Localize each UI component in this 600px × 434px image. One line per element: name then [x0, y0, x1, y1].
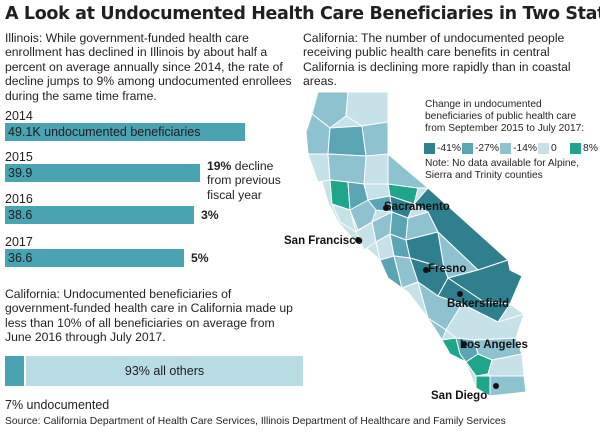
california-share-bar: 93% all others [5, 356, 303, 386]
year-label-2014: 2014 [5, 109, 33, 123]
legend-label-2: -14% [513, 143, 538, 154]
county-shape [327, 125, 367, 157]
county-shape [327, 153, 367, 185]
bar-2017: 36.6 [5, 249, 184, 267]
annotation-2015: 19% decline from previous fiscal year [207, 159, 281, 202]
legend-swatch-1 [462, 143, 473, 154]
undocumented-share-label: 7% undocumented [5, 398, 110, 412]
county-shape [427, 317, 447, 341]
year-label-2016: 2016 [5, 192, 33, 206]
san-diego-dot [493, 383, 499, 389]
map-legend-note: Note: No data available for Alpine, Sier… [425, 158, 580, 181]
city-label-sacramento: Sacramento [384, 201, 450, 213]
county-shape [361, 121, 389, 157]
others-share-segment: 93% all others [26, 356, 303, 386]
county-shape [489, 375, 527, 397]
city-label-san-francisco: San Francisco [284, 235, 363, 247]
california-county-map: Sacramento San Francisco Fresno Bakersfi… [284, 92, 528, 402]
city-markers [355, 205, 499, 389]
bakersfield-dot [457, 291, 463, 297]
legend-swatch-3 [538, 143, 549, 154]
bar-2015: 39.9 [5, 164, 200, 182]
sacramento-dot [383, 205, 389, 211]
san-francisco-dot [355, 237, 361, 243]
california-bar-intro: California: Undocumented beneficiaries o… [5, 287, 293, 345]
county-shapes [305, 92, 527, 397]
county-shape [349, 199, 377, 231]
map-legend-title: Change in undocumented beneficiaries of … [425, 99, 585, 134]
city-label-los-angeles: Los Angeles [460, 339, 528, 351]
county-shape [387, 153, 429, 189]
county-shape [311, 92, 349, 129]
illinois-intro: Illinois: While government-funded health… [5, 31, 292, 103]
year-label-2017: 2017 [5, 235, 33, 249]
legend-swatch-4 [570, 143, 581, 154]
annotation-2016: 3% [201, 208, 219, 222]
year-label-2015: 2015 [5, 150, 33, 164]
legend-label-1: -27% [475, 143, 500, 154]
county-shape [307, 153, 331, 183]
fresno-dot [423, 267, 429, 273]
los-angeles-dot [461, 341, 467, 347]
legend-swatch-2 [500, 143, 511, 154]
city-labels: Sacramento San Francisco Fresno Bakersfi… [284, 201, 528, 402]
legend-swatch-0 [424, 143, 435, 154]
city-label-fresno: Fresno [428, 263, 466, 275]
legend-label-3: 0 [551, 143, 557, 154]
bar-2014: 49.1K undocumented beneficiaries [5, 123, 245, 141]
legend-label-0: -41% [437, 143, 462, 154]
annotation-2017: 5% [191, 251, 209, 265]
legend-label-4: 8% [583, 143, 598, 154]
source-note: Source: California Department of Health … [5, 416, 506, 427]
bar-2016: 38.6 [5, 206, 194, 224]
city-label-bakersfield: Bakersfield [447, 298, 509, 310]
undocumented-share-segment [5, 356, 24, 386]
city-label-san-diego: San Diego [431, 390, 487, 402]
california-map-intro: California: The number of undocumented p… [303, 31, 571, 89]
chart-title: A Look at Undocumented Health Care Benef… [5, 4, 600, 24]
